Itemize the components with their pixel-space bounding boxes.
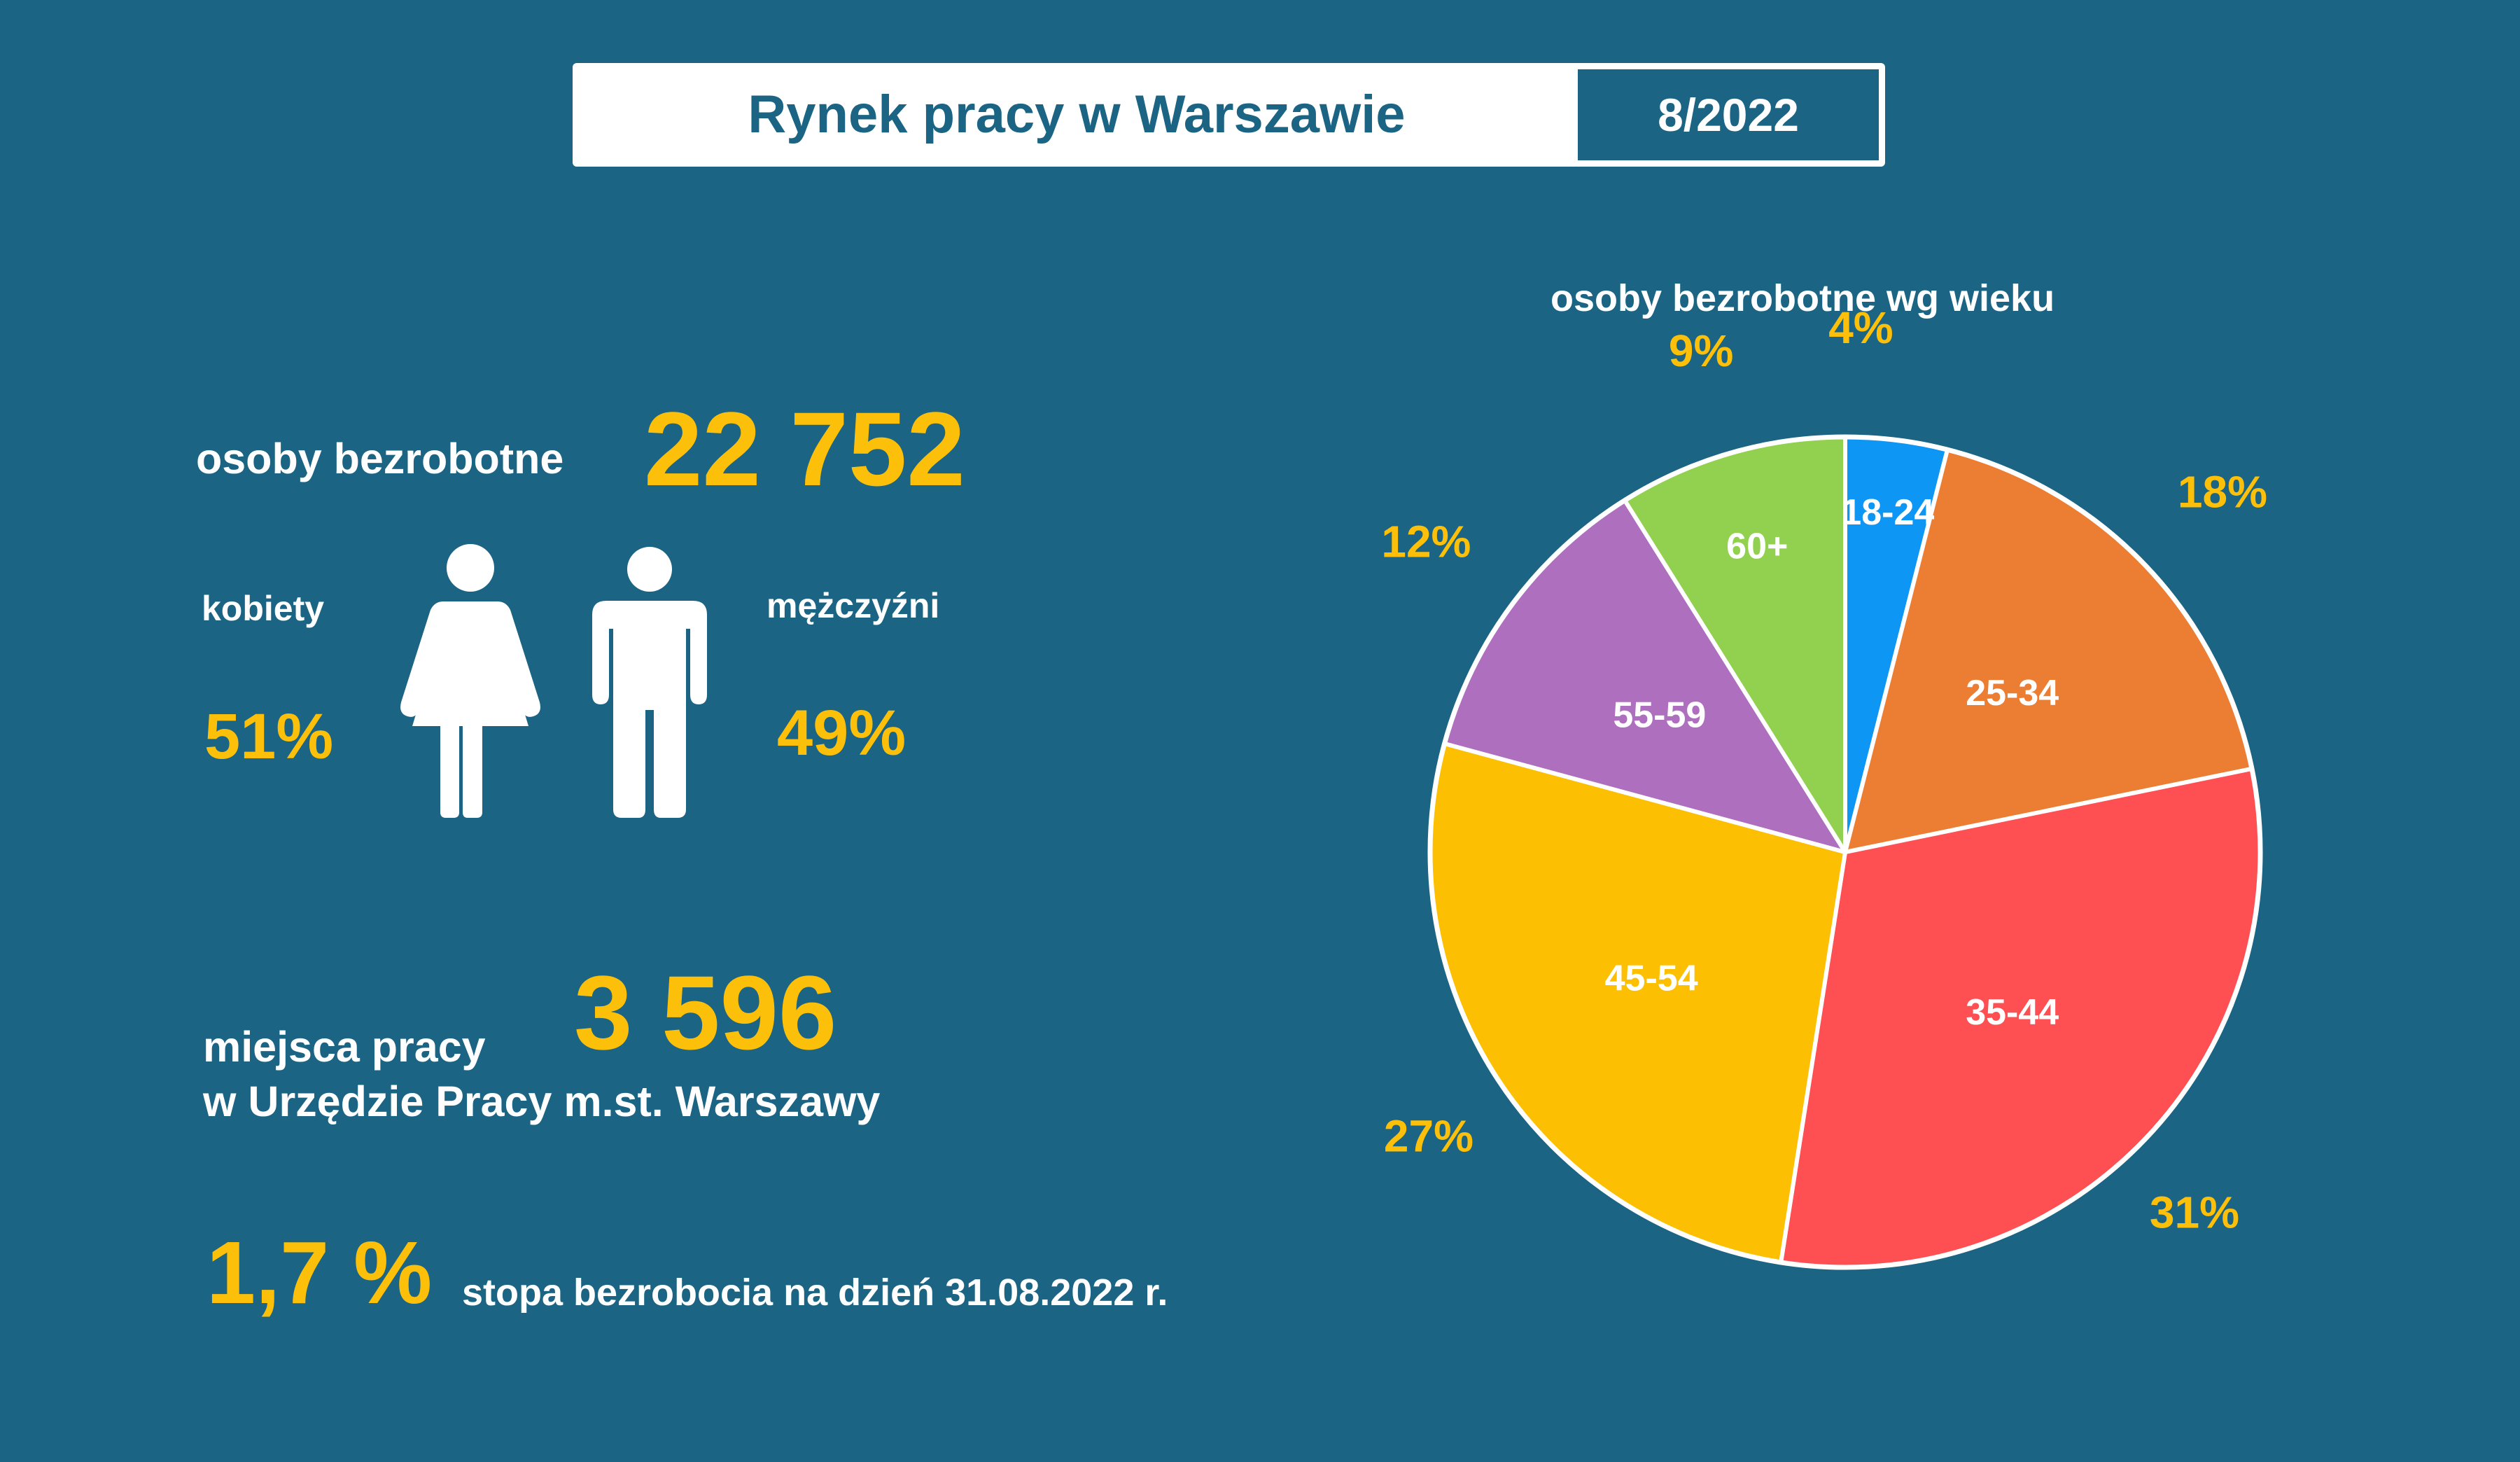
unemployed-label: osoby bezrobotne <box>196 435 564 482</box>
men-value: 49% <box>777 697 906 769</box>
man-icon <box>592 547 707 818</box>
pie-category-label-25-34: 25-34 <box>1966 673 2059 713</box>
unemployment-rate-value: 1,7 % <box>206 1223 433 1322</box>
pie-category-label-60+: 60+ <box>1726 527 1788 567</box>
pie-value-label-35-44: 31% <box>2150 1187 2239 1237</box>
unemployment-rate-label: stopa bezrobocia na dzień 31.08.2022 r. <box>462 1272 1168 1314</box>
pie-outline <box>1427 434 2263 1270</box>
jobs-label-office: w Urzędzie Pracy m.st. Warszawy <box>203 1078 881 1125</box>
unemployed-value: 22 752 <box>644 390 965 508</box>
women-label: kobiety <box>202 589 325 628</box>
chart-title: osoby bezrobotne wg wieku <box>1550 277 2055 319</box>
pie-category-label-45-54: 45-54 <box>1605 959 1698 999</box>
men-label: mężczyźni <box>766 586 940 625</box>
pie-category-label-18-24: 18-24 <box>1841 492 1934 533</box>
jobs-label: miejsca pracy <box>203 1023 486 1071</box>
pie-value-label-60+: 9% <box>1669 326 1734 376</box>
woman-icon <box>400 544 540 818</box>
page-title: Rynek pracy w Warszawie <box>748 85 1406 144</box>
header-bar: Rynek pracy w Warszawie 8/2022 <box>573 63 1885 167</box>
pie-value-label-18-24: 4% <box>1828 302 1893 353</box>
pie-value-label-55-59: 12% <box>1381 516 1471 566</box>
pie-category-label-35-44: 35-44 <box>1966 992 2059 1033</box>
pie-category-label-55-59: 55-59 <box>1613 695 1706 736</box>
pie-value-label-25-34: 18% <box>2178 467 2267 517</box>
jobs-value: 3 596 <box>574 954 837 1071</box>
pie-value-label-45-54: 27% <box>1384 1111 1474 1161</box>
women-value: 51% <box>204 701 334 772</box>
report-date: 8/2022 <box>1578 69 1879 160</box>
